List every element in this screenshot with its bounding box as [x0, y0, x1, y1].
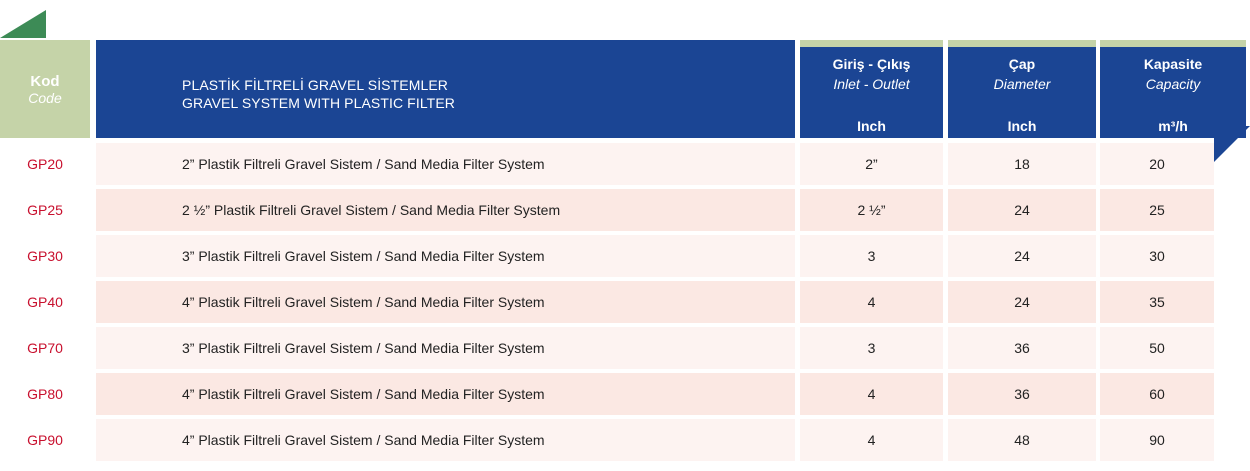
- capacity-cell: 50: [1100, 327, 1214, 369]
- diameter-header-tr: Çap: [1008, 56, 1036, 72]
- title-tr: PLASTİK FİLTRELİ GRAVEL SİSTEMLER: [182, 77, 449, 93]
- table-row: GP25 2 ½” Plastik Filtreli Gravel Sistem …: [0, 189, 1250, 231]
- description-cell: 3” Plastik Filtreli Gravel Sistem / Sand…: [96, 327, 795, 369]
- description-cell: 4” Plastik Filtreli Gravel Sistem / Sand…: [96, 419, 795, 461]
- diameter-unit: Inch: [1007, 118, 1037, 134]
- diameter-cell-value: 24: [1014, 248, 1030, 264]
- capacity-cell: 20: [1100, 143, 1214, 185]
- description-cell: 2 ½” Plastik Filtreli Gravel Sistem / Sa…: [96, 189, 795, 231]
- capacity-cell: 30: [1100, 235, 1214, 277]
- capacity-cell-value: 35: [1149, 294, 1165, 310]
- table-row: GP30 3” Plastik Filtreli Gravel Sistem / …: [0, 235, 1250, 277]
- product-code: GP70: [27, 340, 63, 356]
- title-en: GRAVEL SYSTEM WITH PLASTIC FILTER: [182, 95, 455, 111]
- product-code: GP25: [27, 202, 63, 218]
- inlet-outlet-header-tr: Giriş - Çıkış: [832, 56, 911, 72]
- table-row: GP70 3” Plastik Filtreli Gravel Sistem / …: [0, 327, 1250, 369]
- diameter-cell: 48: [948, 419, 1096, 461]
- diameter-cell-value: 24: [1014, 294, 1030, 310]
- product-code: GP40: [27, 294, 63, 310]
- code-column-header: Kod Code: [0, 40, 90, 138]
- table-row: GP80 4” Plastik Filtreli Gravel Sistem / …: [0, 373, 1250, 415]
- product-description: 4” Plastik Filtreli Gravel Sistem / Sand…: [182, 294, 545, 310]
- inlet-outlet-cell: 3: [800, 327, 943, 369]
- diameter-cell: 24: [948, 235, 1096, 277]
- description-cell: 4” Plastik Filtreli Gravel Sistem / Sand…: [96, 281, 795, 323]
- capacity-cell-value: 50: [1149, 340, 1165, 356]
- header-accent-band: [800, 40, 943, 47]
- diameter-cell-value: 36: [1014, 386, 1030, 402]
- inlet-outlet-cell: 4: [800, 373, 943, 415]
- inlet-outlet-cell-value: 4: [867, 294, 876, 310]
- inlet-outlet-cell-value: 3: [867, 340, 876, 356]
- code-header-en: Code: [28, 89, 62, 106]
- diameter-cell-value: 48: [1014, 432, 1030, 448]
- inlet-outlet-cell-value: 2”: [865, 156, 878, 172]
- diameter-cell: 36: [948, 327, 1096, 369]
- inlet-outlet-cell: 4: [800, 419, 943, 461]
- capacity-header-en: Capacity: [1145, 76, 1201, 92]
- inlet-outlet-cell: 2”: [800, 143, 943, 185]
- diameter-cell: 24: [948, 281, 1096, 323]
- corner-tab-icon: [0, 10, 46, 38]
- product-code: GP20: [27, 156, 63, 172]
- inlet-outlet-cell-value: 3: [867, 248, 876, 264]
- inlet-outlet-column-header: Giriş - Çıkış Inlet - Outlet Inch: [800, 40, 943, 138]
- diameter-cell-value: 18: [1014, 156, 1030, 172]
- inlet-outlet-cell-value: 2 ½”: [857, 202, 886, 218]
- capacity-cell: 60: [1100, 373, 1214, 415]
- inlet-outlet-cell: 4: [800, 281, 943, 323]
- capacity-cell-value: 60: [1149, 386, 1165, 402]
- capacity-unit: m³/h: [1158, 118, 1188, 134]
- inlet-outlet-header-en: Inlet - Outlet: [833, 76, 910, 92]
- header-accent-band: [948, 40, 1096, 47]
- product-description: 4” Plastik Filtreli Gravel Sistem / Sand…: [182, 386, 545, 402]
- diameter-cell: 36: [948, 373, 1096, 415]
- table-row: GP40 4” Plastik Filtreli Gravel Sistem / …: [0, 281, 1250, 323]
- diameter-cell: 18: [948, 143, 1096, 185]
- product-description: 3” Plastik Filtreli Gravel Sistem / Sand…: [182, 248, 545, 264]
- capacity-header-tr: Kapasite: [1143, 56, 1203, 72]
- table-title-header: PLASTİK FİLTRELİ GRAVEL SİSTEMLER GRAVEL…: [96, 40, 795, 138]
- corner-arrow-icon: [1214, 126, 1250, 162]
- product-code: GP80: [27, 386, 63, 402]
- product-code: GP90: [27, 432, 63, 448]
- inlet-outlet-cell: 2 ½”: [800, 189, 943, 231]
- capacity-cell: 90: [1100, 419, 1214, 461]
- description-cell: 2” Plastik Filtreli Gravel Sistem / Sand…: [96, 143, 795, 185]
- capacity-cell-value: 30: [1149, 248, 1165, 264]
- diameter-cell-value: 36: [1014, 340, 1030, 356]
- table-row: GP20 2” Plastik Filtreli Gravel Sistem / …: [0, 143, 1250, 185]
- inlet-outlet-cell-value: 4: [867, 386, 876, 402]
- inlet-outlet-cell: 3: [800, 235, 943, 277]
- header-accent-band: [1100, 40, 1246, 47]
- diameter-column-header: Çap Diameter Inch: [948, 40, 1096, 138]
- capacity-cell: 25: [1100, 189, 1214, 231]
- diameter-header-en: Diameter: [993, 76, 1051, 92]
- product-description: 4” Plastik Filtreli Gravel Sistem / Sand…: [182, 432, 545, 448]
- diameter-cell-value: 24: [1014, 202, 1030, 218]
- table-row: GP90 4” Plastik Filtreli Gravel Sistem / …: [0, 419, 1250, 461]
- capacity-cell-value: 20: [1149, 156, 1165, 172]
- diameter-cell: 24: [948, 189, 1096, 231]
- capacity-cell-value: 90: [1149, 432, 1165, 448]
- inlet-outlet-unit: Inch: [857, 118, 886, 134]
- product-code: GP30: [27, 248, 63, 264]
- product-description: 2” Plastik Filtreli Gravel Sistem / Sand…: [182, 156, 545, 172]
- capacity-cell-value: 25: [1149, 202, 1165, 218]
- capacity-cell: 35: [1100, 281, 1214, 323]
- code-header-tr: Kod: [30, 72, 60, 90]
- description-cell: 4” Plastik Filtreli Gravel Sistem / Sand…: [96, 373, 795, 415]
- product-description: 2 ½” Plastik Filtreli Gravel Sistem / Sa…: [182, 202, 561, 218]
- description-cell: 3” Plastik Filtreli Gravel Sistem / Sand…: [96, 235, 795, 277]
- product-description: 3” Plastik Filtreli Gravel Sistem / Sand…: [182, 340, 545, 356]
- capacity-column-header: Kapasite Capacity m³/h: [1100, 40, 1246, 138]
- inlet-outlet-cell-value: 4: [867, 432, 876, 448]
